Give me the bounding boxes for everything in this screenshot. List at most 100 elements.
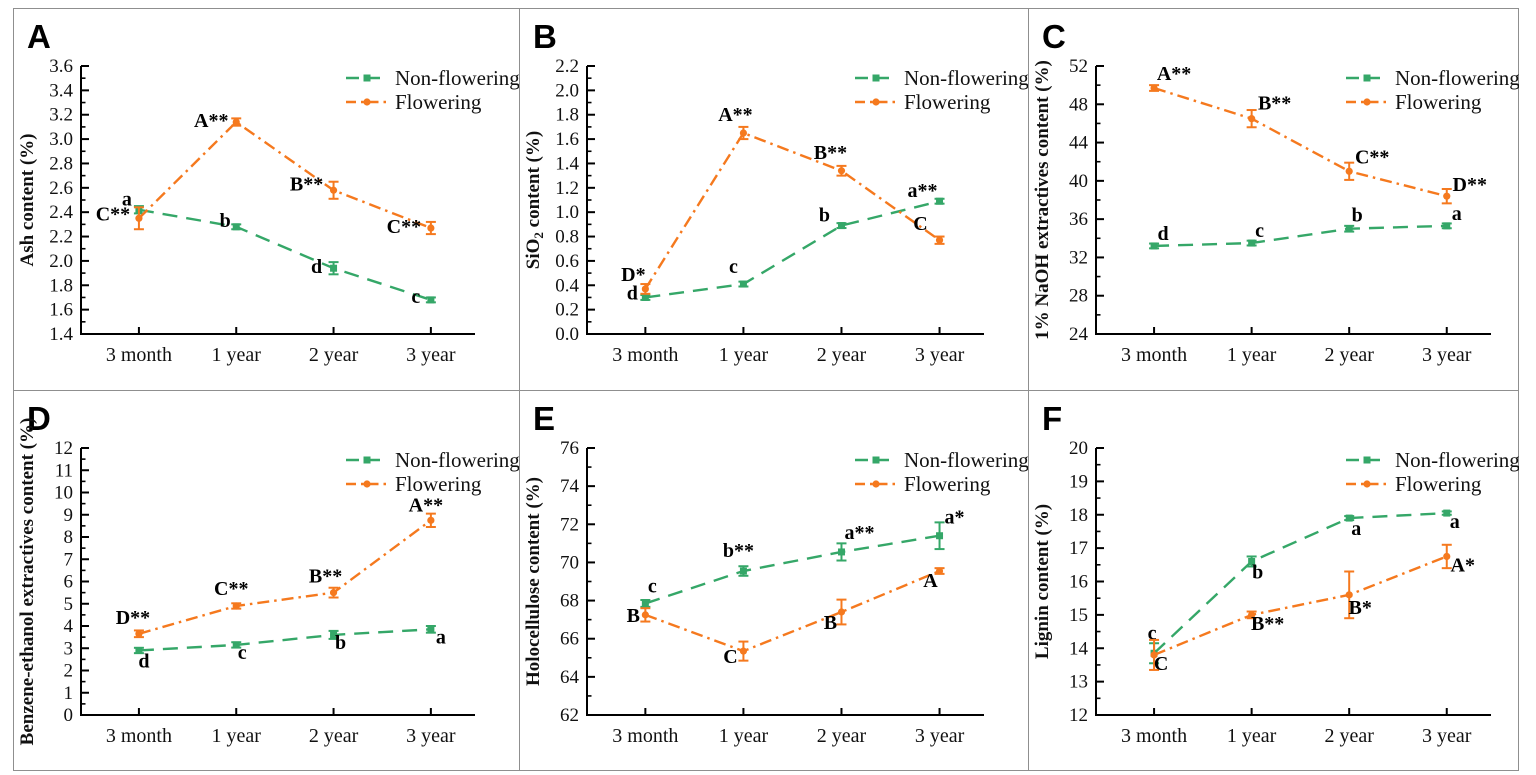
series-flowering: D* A** B** C	[621, 104, 945, 295]
x-tick-label: 2 year	[309, 725, 359, 747]
legend-marker	[872, 456, 880, 464]
y-tick-label: 2.0	[555, 80, 579, 101]
legend-label: Flowering	[395, 90, 482, 114]
axes: 12 13 14 15 16 17 18 19 20 3 month 1 year 2 year 3 y…	[1069, 438, 1491, 747]
series-flowering: D** C** B** A**	[116, 494, 443, 639]
series-line	[1153, 511, 1447, 655]
legend-label: Non-flowering	[395, 66, 519, 90]
panel-e-holocellulose-content-chart: E 62 64 66 68 70 72 74 76 3 month 1 year 2 year 3 ye…	[523, 400, 1028, 747]
axes: 24 28 32 36 40 44 48 52 3 month 1 year 2 year 3 yea…	[1069, 56, 1491, 366]
axes: 0.0 0.2 0.4 0.6 0.8 1.0 1.2 1.4 1.6 1.8 2.0 2.2 3 mo…	[555, 56, 984, 366]
y-tick-label: 5	[64, 594, 74, 615]
legend-label: Flowering	[1395, 472, 1482, 496]
point-significance-label: A**	[409, 494, 443, 516]
y-tick-label: 3.6	[49, 56, 73, 77]
data-point-marker	[329, 589, 338, 597]
point-significance-label: b**	[723, 540, 754, 562]
panel-letter: B	[533, 18, 557, 55]
point-significance-label: B	[627, 605, 640, 627]
series-line	[644, 131, 941, 290]
data-point-marker	[739, 567, 747, 575]
y-tick-label: 0.0	[555, 324, 579, 345]
data-point-marker	[936, 532, 944, 540]
y-tick-label: 10	[54, 483, 73, 504]
y-tick-label: 28	[1069, 286, 1088, 307]
point-significance-label: A*	[1451, 554, 1475, 576]
y-tick-label: 2.6	[49, 178, 73, 199]
y-tick-label: 14	[1069, 638, 1089, 659]
legend-marker	[363, 456, 371, 464]
data-point-marker	[427, 516, 435, 524]
legend-marker	[872, 98, 880, 106]
series-line	[138, 208, 432, 302]
legend-label: Non-flowering	[1395, 448, 1519, 472]
data-point-marker	[641, 293, 649, 301]
axes: 62 64 66 68 70 72 74 76 3 month 1 year 2 year 3 yea…	[560, 438, 984, 747]
panel-letter: D	[27, 400, 51, 437]
series-line	[138, 519, 432, 635]
y-tick-label: 0.4	[555, 275, 579, 296]
legend-marker	[1363, 98, 1371, 106]
data-point-marker	[1443, 552, 1451, 561]
point-significance-label: C**	[1355, 146, 1389, 168]
y-tick-label: 6	[64, 572, 74, 593]
y-tick-label: 1	[64, 683, 74, 704]
series-line	[138, 120, 432, 230]
legend-label: Non-flowering	[904, 66, 1028, 90]
data-point-marker	[1248, 115, 1256, 123]
series-line	[1154, 224, 1447, 248]
data-point-marker	[837, 167, 846, 175]
y-tick-label: 68	[560, 591, 579, 612]
x-tick-label: 1 year	[719, 725, 769, 747]
series-flowering: A** B** C** D**	[1149, 63, 1487, 205]
point-significance-label: B	[824, 612, 837, 634]
y-axis-title: Benzene-ethanol extractives content (%)	[17, 418, 38, 746]
panel-divider-horizontal	[13, 390, 1519, 391]
y-tick-label: 66	[560, 629, 579, 650]
y-tick-label: 18	[1069, 505, 1088, 526]
data-point-marker	[935, 236, 944, 244]
series-line	[645, 200, 940, 299]
legend-label: Flowering	[395, 472, 482, 496]
point-significance-label: c	[648, 575, 657, 597]
y-tick-label: 70	[560, 552, 579, 573]
data-point-marker	[329, 186, 338, 194]
legend-marker	[872, 480, 880, 488]
point-significance-label: a	[122, 189, 132, 211]
y-tick-label: 3.4	[49, 80, 73, 101]
x-tick-label: 3 month	[612, 725, 678, 747]
point-significance-label: a	[436, 626, 446, 648]
data-point-marker	[1443, 222, 1451, 230]
point-significance-label: A**	[718, 104, 752, 126]
data-point-marker	[330, 264, 338, 272]
legend-marker	[1363, 480, 1371, 488]
y-tick-label: 16	[1069, 572, 1088, 593]
y-tick-label: 3.2	[49, 105, 73, 126]
point-significance-label: B**	[290, 173, 323, 195]
y-tick-label: 3.0	[49, 129, 73, 150]
data-point-marker	[135, 646, 143, 654]
point-significance-label: B**	[1258, 93, 1291, 115]
y-tick-label: 1.8	[49, 275, 73, 296]
point-significance-label: C**	[387, 216, 421, 238]
series-flowering: B C B A	[627, 567, 945, 668]
legend-label: Non-flowering	[395, 448, 519, 472]
y-tick-label: 11	[55, 460, 73, 481]
legend-marker	[872, 74, 880, 82]
data-point-marker	[1248, 611, 1256, 619]
point-significance-label: B**	[814, 142, 847, 164]
y-tick-label: 64	[560, 667, 580, 688]
point-significance-label: c	[411, 286, 420, 308]
point-significance-label: C	[1154, 653, 1168, 675]
x-tick-label: 3 month	[1121, 344, 1187, 366]
data-point-marker	[427, 296, 435, 304]
y-tick-label: 7	[64, 549, 74, 570]
y-tick-label: 52	[1069, 56, 1088, 77]
y-tick-label: 44	[1069, 133, 1089, 154]
y-tick-label: 2	[64, 661, 74, 682]
legend-label: Flowering	[904, 472, 991, 496]
